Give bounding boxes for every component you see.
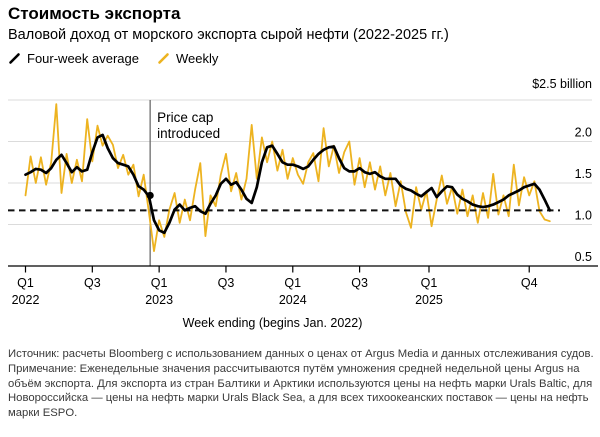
price-cap-annotation: Price cap (157, 110, 213, 125)
y-axis-label: 0.5 (575, 250, 592, 264)
x-tick-year: 2024 (279, 293, 307, 307)
methodology-note: Примечание: Еженедельные значения рассчи… (8, 362, 593, 420)
y-axis-label: 1.0 (575, 209, 592, 223)
weekly-line (24, 103, 551, 253)
x-tick-label: Q1 (421, 276, 438, 290)
x-tick-year: 2025 (415, 293, 443, 307)
chart-legend: Four-week average Weekly (8, 51, 218, 66)
legend-label: Four-week average (27, 51, 139, 66)
y-axis-label: 1.5 (575, 167, 592, 181)
x-tick-label: Q1 (17, 276, 34, 290)
x-tick-label: Q1 (151, 276, 168, 290)
x-tick-label: Q3 (218, 276, 235, 290)
chart-subtitle: Валовой доход от морского экспорта сырой… (8, 27, 449, 43)
x-axis-caption: Week ending (begins Jan. 2022) (182, 316, 363, 330)
y-axis-label: 2.0 (575, 126, 592, 140)
legend-label: Weekly (176, 51, 219, 66)
x-tick-label: Q4 (521, 276, 538, 290)
x-tick-year: 2022 (12, 293, 40, 307)
x-tick-label: Q3 (351, 276, 368, 290)
x-tick-year: 2023 (145, 293, 173, 307)
black-slash-icon (9, 53, 20, 64)
footer-notes: Источник: расчеты Bloomberg с использова… (8, 347, 594, 421)
x-tick-label: Q3 (84, 276, 101, 290)
y-axis-unit-label: $2.5 billion (532, 77, 592, 91)
price-cap-dot (146, 191, 154, 200)
yellow-slash-icon (158, 53, 169, 64)
four-week-average-line (24, 133, 552, 235)
source-note: Источник: расчеты Bloomberg с использова… (8, 348, 594, 360)
legend-item-weekly: Weekly (157, 51, 218, 66)
price-cap-annotation: introduced (157, 126, 220, 141)
x-tick-label: Q1 (284, 276, 301, 290)
legend-item-four-week-average: Four-week average (8, 51, 139, 66)
page-title: Стоимость экспорта (8, 4, 181, 23)
